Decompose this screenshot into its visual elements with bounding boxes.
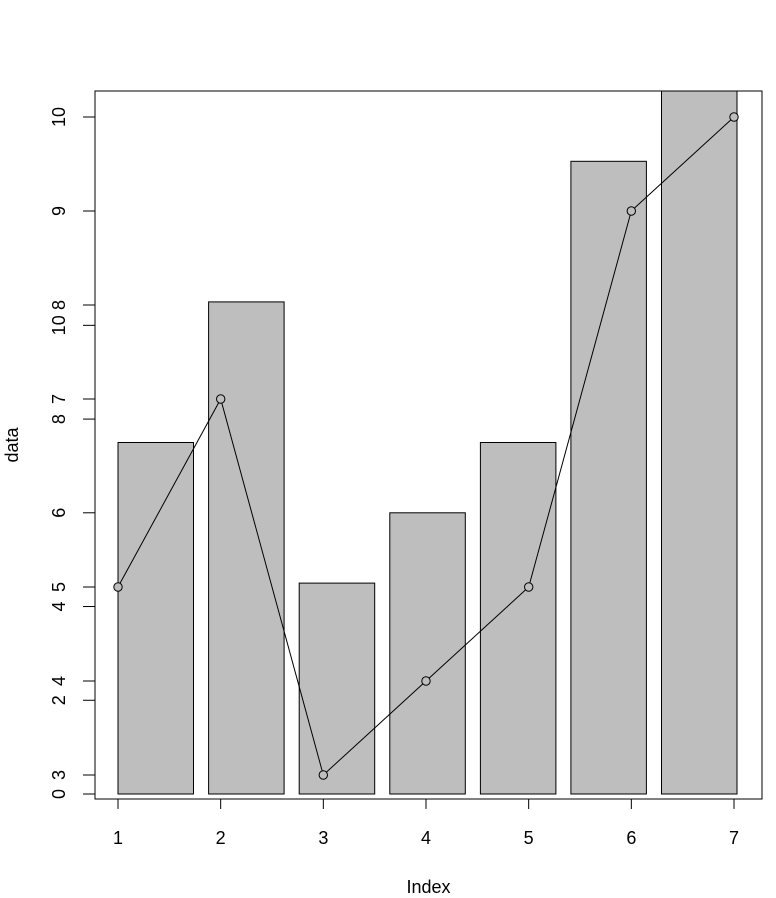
x-axis-title: Index	[406, 877, 450, 897]
y-tick-label-bar-8: 8	[49, 414, 69, 424]
bar-5	[479, 442, 557, 795]
y-tick-label-bar-6: 6	[49, 508, 69, 518]
x-tick-label-3: 3	[318, 828, 328, 848]
x-tick-label-6: 6	[626, 828, 636, 848]
data-point-5	[524, 582, 534, 592]
data-point-2	[216, 394, 226, 404]
y-tick-label-line-7: 7	[49, 394, 69, 404]
y-tick-label-line-10: 10	[49, 107, 69, 127]
line-layer	[113, 112, 739, 780]
bar-2	[208, 301, 285, 795]
bar-1	[117, 442, 194, 795]
y-tick-label-line-5: 5	[49, 582, 69, 592]
y-tick-label-bar-2: 2	[49, 695, 69, 705]
x-tick-label-4: 4	[421, 828, 431, 848]
x-tick-label-7: 7	[729, 828, 739, 848]
x-axis: 1 2 3 4 5 6 7	[113, 798, 739, 848]
data-point-1	[113, 582, 123, 592]
y-tick-label-bar-4: 4	[49, 601, 69, 611]
y-tick-label-bar-10: 10	[49, 315, 69, 335]
bar-6	[570, 160, 647, 795]
y-tick-label-line-9: 9	[49, 206, 69, 216]
y-tick-label-line-8: 8	[49, 300, 69, 310]
y-tick-label-bar-0: 0	[49, 789, 69, 799]
x-tick-label-2: 2	[216, 828, 226, 848]
bar-7	[661, 90, 738, 795]
x-tick-label-5: 5	[524, 828, 534, 848]
bar-4	[389, 512, 466, 795]
x-tick-label-1: 1	[113, 828, 123, 848]
y-axis-title: data	[2, 427, 22, 463]
bars-layer	[117, 90, 738, 795]
y-tick-label-line-4: 4	[49, 676, 69, 686]
y-tick-label-line-3: 3	[49, 770, 69, 780]
data-point-7	[729, 112, 739, 122]
data-point-4	[421, 676, 431, 686]
data-point-3	[318, 770, 328, 780]
y-axis: 3 4 5 7 8 9 10 0 2 4 6 8 10	[49, 107, 96, 799]
bar-3	[298, 582, 376, 795]
data-point-6	[626, 206, 636, 216]
